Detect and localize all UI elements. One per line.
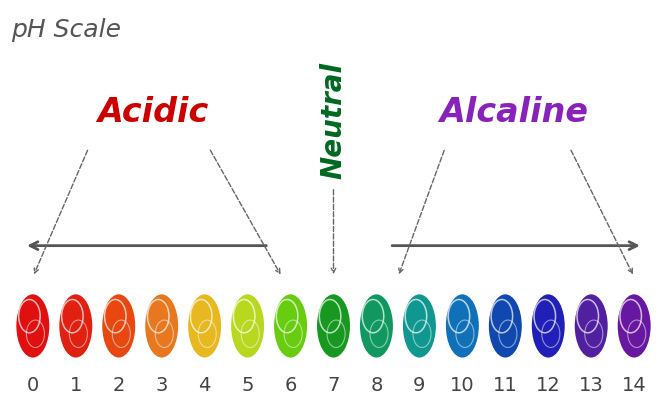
Text: 9: 9 <box>414 376 426 395</box>
Text: Neutral: Neutral <box>319 62 348 179</box>
Ellipse shape <box>230 294 265 358</box>
Ellipse shape <box>316 294 351 358</box>
Text: 14: 14 <box>622 376 646 395</box>
Ellipse shape <box>402 294 437 358</box>
Text: 12: 12 <box>536 376 561 395</box>
Text: pH Scale: pH Scale <box>11 18 121 42</box>
Ellipse shape <box>145 294 179 358</box>
Text: 4: 4 <box>199 376 211 395</box>
Ellipse shape <box>360 294 394 358</box>
Ellipse shape <box>273 294 307 358</box>
Ellipse shape <box>187 294 222 358</box>
Ellipse shape <box>59 294 93 358</box>
Ellipse shape <box>488 294 522 358</box>
Text: 1: 1 <box>69 376 82 395</box>
Ellipse shape <box>445 294 480 358</box>
Text: 3: 3 <box>155 376 168 395</box>
Text: 2: 2 <box>113 376 125 395</box>
Text: Alcaline: Alcaline <box>440 96 588 129</box>
Text: 7: 7 <box>327 376 340 395</box>
Ellipse shape <box>531 294 566 358</box>
Text: 10: 10 <box>450 376 475 395</box>
Text: 13: 13 <box>579 376 604 395</box>
Text: 0: 0 <box>27 376 39 395</box>
Ellipse shape <box>15 294 50 358</box>
Ellipse shape <box>101 294 136 358</box>
Text: 8: 8 <box>370 376 383 395</box>
Text: 11: 11 <box>493 376 518 395</box>
Ellipse shape <box>617 294 652 358</box>
Text: 6: 6 <box>284 376 297 395</box>
Text: Acidic: Acidic <box>97 96 209 129</box>
Ellipse shape <box>574 294 608 358</box>
Text: 5: 5 <box>241 376 254 395</box>
